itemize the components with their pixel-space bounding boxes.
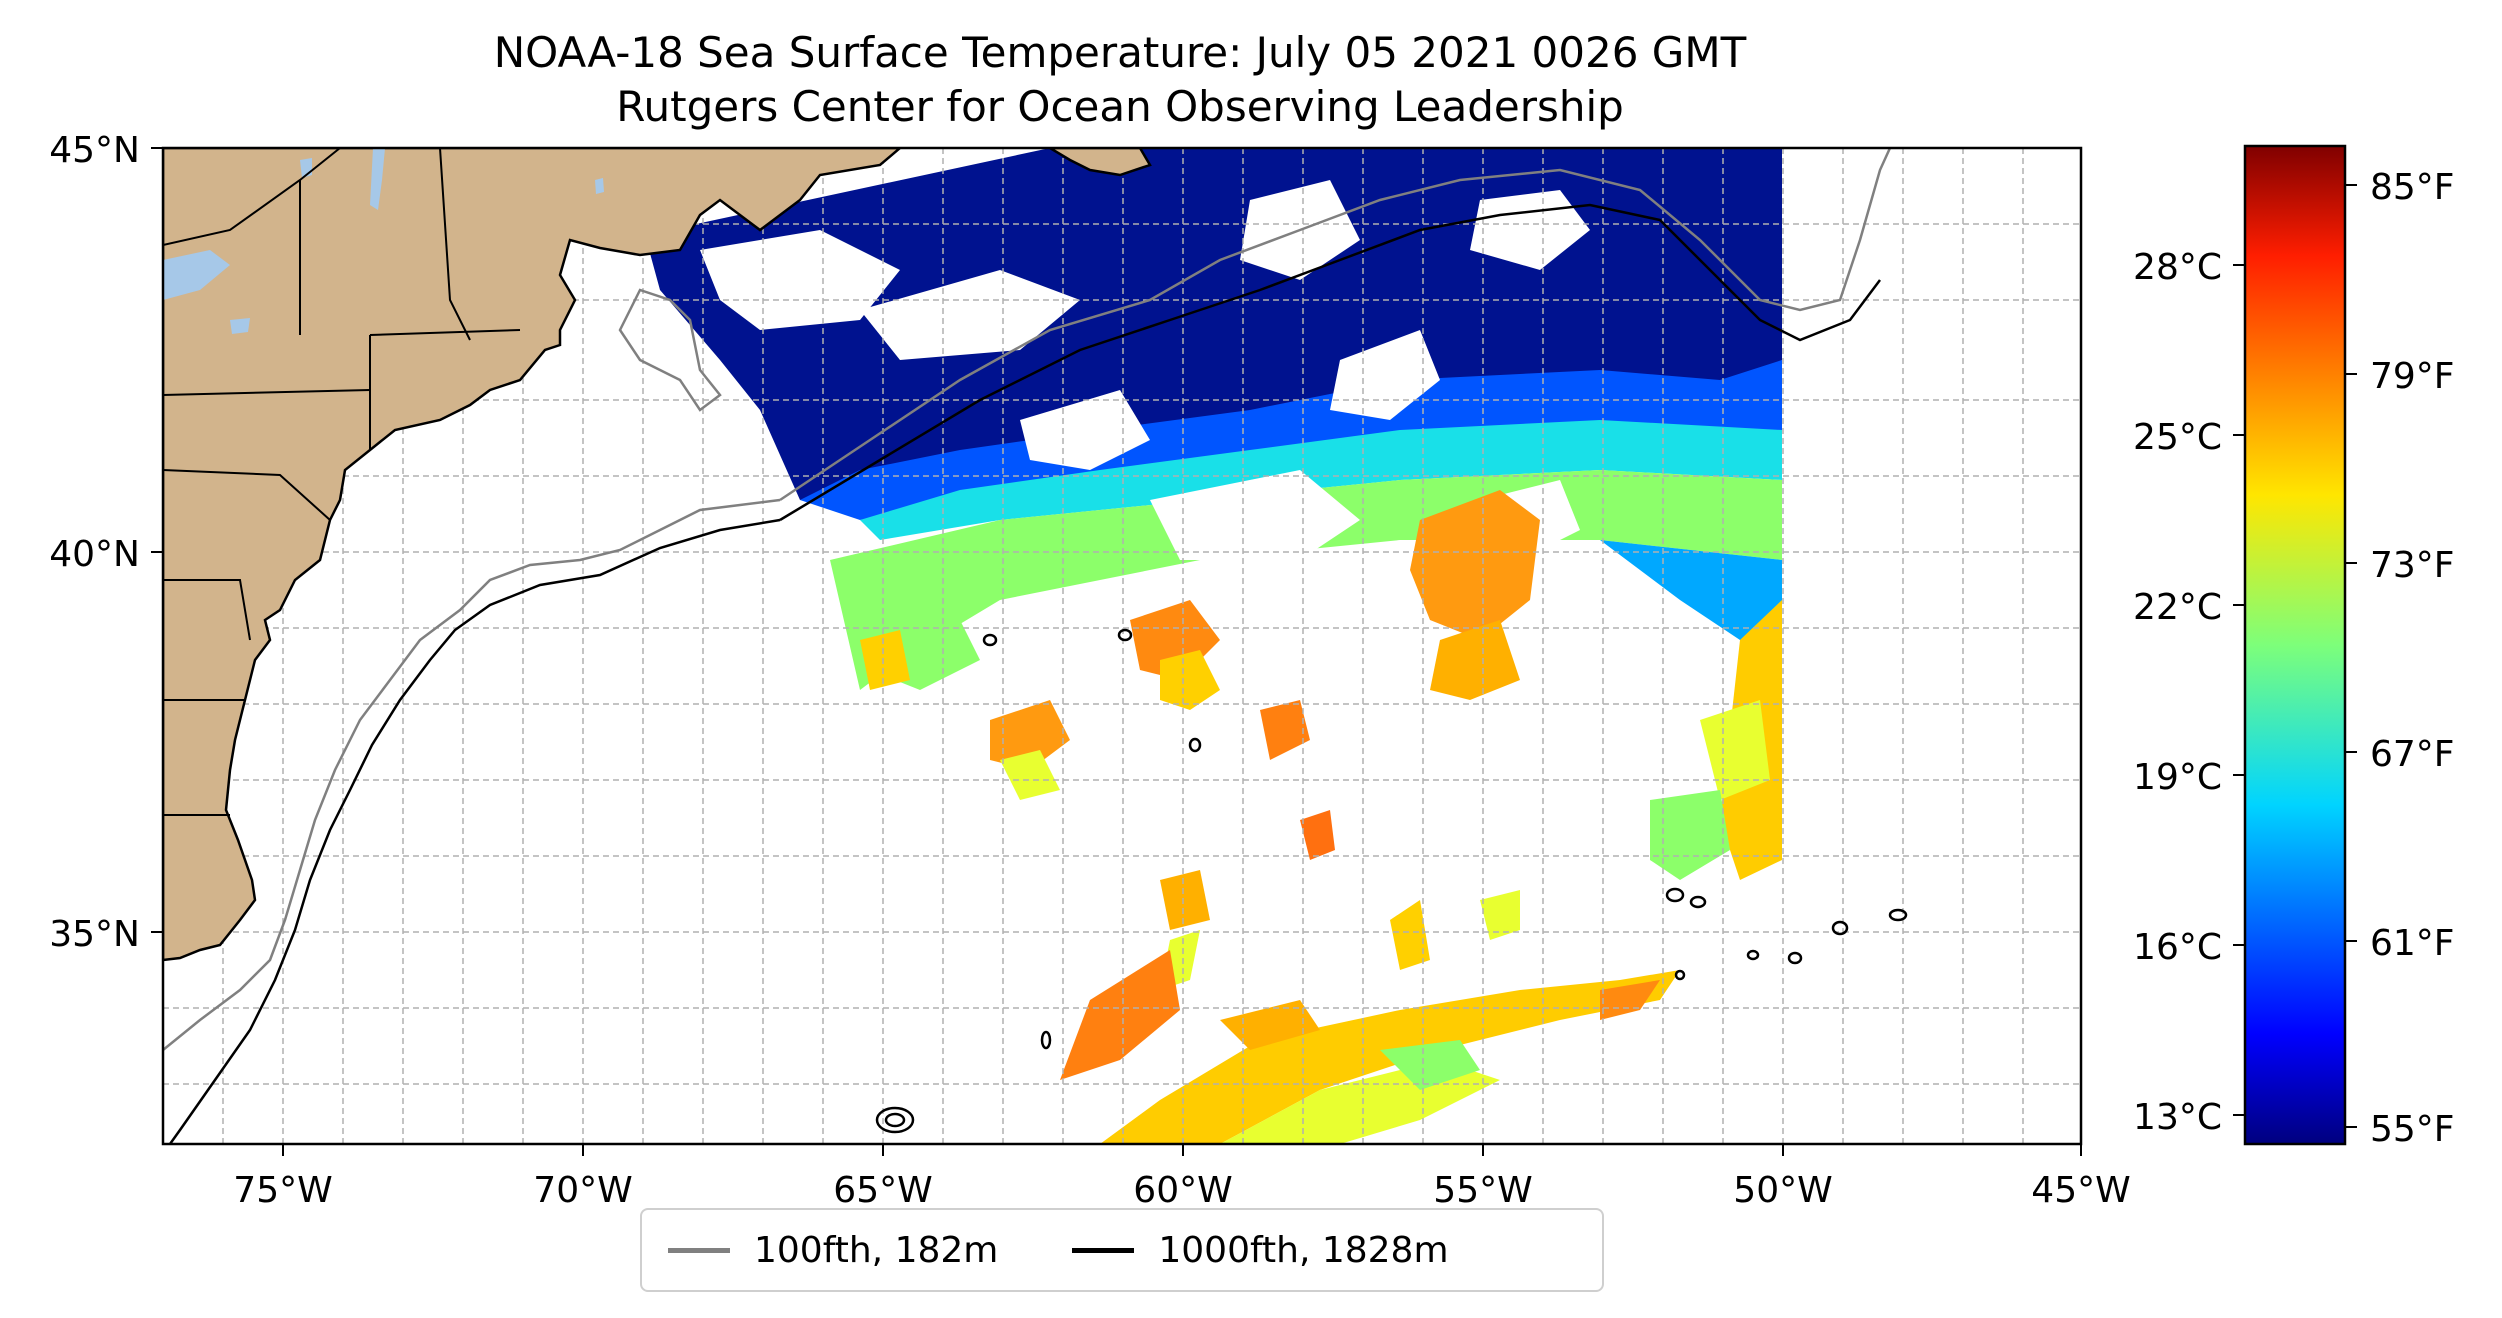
lakes: [163, 148, 604, 334]
legend-label: 1000fth, 1828m: [1158, 1229, 1449, 1271]
colorbar: [2243, 144, 2347, 1146]
lat-tick-label: 40°N: [49, 534, 140, 575]
lon-tick-label: 65°W: [833, 1170, 932, 1211]
colorbar-fahrenheit-label: 73°F: [2370, 545, 2455, 586]
lat-tick-label: 45°N: [49, 130, 140, 171]
lon-ticks: [282, 1144, 2082, 1156]
lon-tick-label: 50°W: [1733, 1170, 1832, 1211]
sst-data-layer: [645, 148, 1782, 1144]
legend-item-1000fth: 1000fth, 1828m: [1072, 1229, 1449, 1271]
isobath-100fth: [163, 498, 781, 1051]
colorbar-celsius-label: 19°C: [2133, 757, 2222, 798]
colorbar-fahrenheit-label: 85°F: [2370, 167, 2455, 208]
isobath-100fth-gulf: [618, 288, 722, 412]
colorbar-fahrenheit-label: 55°F: [2370, 1109, 2455, 1150]
isobath-1000fth-east: [779, 203, 1881, 522]
colorbar-celsius-label: 28°C: [2133, 247, 2222, 288]
lon-tick-label: 55°W: [1433, 1170, 1532, 1211]
colorbar-celsius-label: 16°C: [2133, 927, 2222, 968]
chart-subtitle: Rutgers Center for Ocean Observing Leade…: [616, 82, 1624, 131]
state-borders: [163, 148, 521, 816]
isobath-1000fth: [168, 518, 781, 1144]
legend-label: 100fth, 182m: [754, 1229, 999, 1271]
colorbar-celsius-ticks: [2233, 264, 2245, 1116]
colorbar-celsius-label: 25°C: [2133, 417, 2222, 458]
lat-ticks: [151, 147, 163, 933]
colorbar-celsius-label: 13°C: [2133, 1097, 2222, 1138]
land-area-east: [1047, 148, 1152, 177]
colorbar-fahrenheit-ticks: [2345, 184, 2357, 1128]
colorbar-fahrenheit-label: 61°F: [2370, 923, 2455, 964]
isobath-100fth-east: [779, 148, 1892, 502]
lon-tick-label: 60°W: [1133, 1170, 1232, 1211]
colorbar-fahrenheit-label: 67°F: [2370, 734, 2455, 775]
lon-tick-label: 70°W: [533, 1170, 632, 1211]
legend-line-black: [1072, 1247, 1135, 1253]
lat-tick-label: 35°N: [49, 914, 140, 955]
seamounts: [875, 628, 1908, 1134]
legend-item-100fth: 100fth, 182m: [668, 1230, 998, 1271]
map-frame: [161, 146, 2083, 1146]
colorbar-celsius-label: 22°C: [2133, 587, 2222, 628]
legend-line-gray: [668, 1247, 730, 1253]
lon-tick-label: 75°W: [233, 1170, 332, 1211]
colorbar-fahrenheit-label: 79°F: [2370, 356, 2455, 397]
chart-title: NOAA-18 Sea Surface Temperature: July 05…: [493, 28, 1747, 77]
lon-tick-label: 45°W: [2031, 1170, 2130, 1211]
isobath-legend: 100fth, 182m 1000fth, 1828m: [640, 1208, 1604, 1292]
